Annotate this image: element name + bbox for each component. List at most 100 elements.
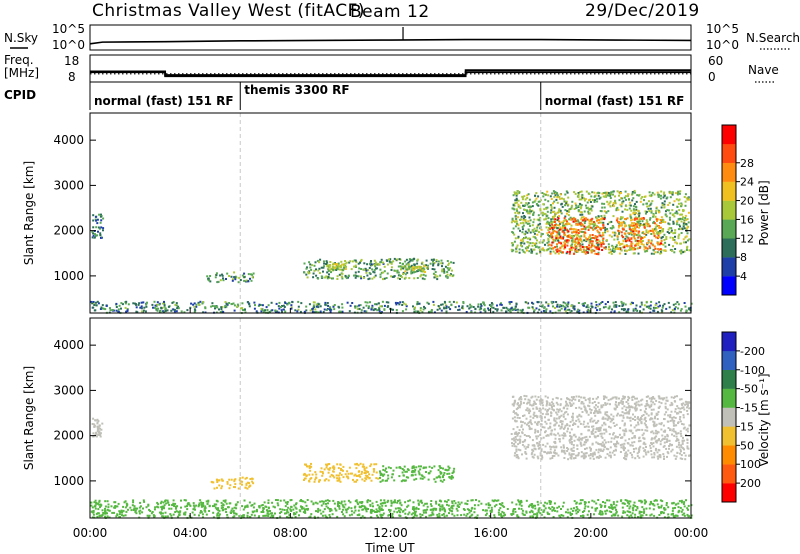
heatmap-cell xyxy=(644,222,647,225)
heatmap-cell xyxy=(634,229,637,232)
heatmap-cell xyxy=(314,478,317,481)
heatmap-cell xyxy=(632,308,635,311)
heatmap-cell xyxy=(537,510,540,513)
heatmap-cell xyxy=(538,200,541,203)
heatmap-cell xyxy=(124,514,127,517)
heatmap-cell xyxy=(113,511,115,514)
heatmap-cell xyxy=(643,499,646,502)
heatmap-cell xyxy=(628,224,630,227)
heatmap-cell xyxy=(118,513,121,516)
heatmap-cell xyxy=(650,210,653,213)
heatmap-cell xyxy=(332,305,335,308)
heatmap-cell xyxy=(544,309,547,312)
heatmap-cell xyxy=(201,302,204,305)
heatmap-cell xyxy=(397,277,400,280)
heatmap-cell xyxy=(415,477,418,480)
heatmap-cell xyxy=(90,300,93,303)
heatmap-cell xyxy=(404,276,407,279)
heatmap-cell xyxy=(423,278,426,281)
power-heatmap xyxy=(90,189,693,314)
heatmap-cell xyxy=(683,227,686,230)
heatmap-cell xyxy=(490,305,492,308)
heatmap-cell xyxy=(146,514,149,517)
heatmap-cell xyxy=(208,279,211,282)
heatmap-cell xyxy=(324,301,327,304)
heatmap-cell xyxy=(444,265,447,268)
heatmap-cell xyxy=(122,514,125,517)
heatmap-cell xyxy=(107,503,110,506)
heatmap-cell xyxy=(564,209,567,212)
heatmap-cell xyxy=(586,251,589,254)
heatmap-cell xyxy=(282,308,285,311)
heatmap-cell xyxy=(466,513,469,515)
heatmap-cell xyxy=(211,302,214,305)
heatmap-cell xyxy=(328,265,331,268)
heatmap-cell xyxy=(557,309,560,312)
heatmap-cell xyxy=(688,307,691,310)
heatmap-cell xyxy=(479,306,482,309)
heatmap-cell xyxy=(437,263,440,266)
heatmap-cell xyxy=(338,265,341,268)
heatmap-cell xyxy=(186,505,188,508)
heatmap-cell xyxy=(363,465,365,468)
heatmap-cell xyxy=(542,504,545,507)
heatmap-cell xyxy=(372,468,375,471)
heatmap-cell xyxy=(586,238,589,241)
heatmap-cell xyxy=(614,248,617,250)
heatmap-cell xyxy=(233,486,235,488)
heatmap-cell xyxy=(220,478,223,481)
heatmap-cell xyxy=(315,303,318,306)
heatmap-cell xyxy=(626,514,629,517)
heatmap-cell xyxy=(335,263,338,266)
heatmap-cell xyxy=(643,199,645,202)
heatmap-cell xyxy=(116,513,119,516)
heatmap-cell xyxy=(422,273,425,276)
heatmap-cell xyxy=(236,501,239,504)
heatmap-cell xyxy=(219,274,222,277)
heatmap-cell xyxy=(359,304,362,307)
heatmap-cell xyxy=(492,310,495,313)
heatmap-cell xyxy=(584,455,587,458)
heatmap-cell xyxy=(671,509,674,512)
heatmap-cell xyxy=(316,259,319,262)
heatmap-cell xyxy=(336,477,339,480)
heatmap-cell xyxy=(602,306,605,309)
heatmap-cell xyxy=(686,507,689,510)
heatmap-cell xyxy=(659,456,662,459)
heatmap-cell xyxy=(400,267,403,270)
heatmap-cell xyxy=(98,500,101,503)
heatmap-cell xyxy=(473,511,476,514)
heatmap-cell xyxy=(653,234,656,237)
heatmap-cell xyxy=(451,513,454,516)
heatmap-cell xyxy=(560,202,563,205)
heatmap-cell xyxy=(525,301,528,304)
heatmap-cell xyxy=(404,303,407,306)
heatmap-cell xyxy=(622,236,625,238)
heatmap-cell xyxy=(597,221,600,224)
heatmap-cell xyxy=(416,266,419,269)
heatmap-cell xyxy=(101,304,104,307)
heatmap-cell xyxy=(523,514,526,516)
heatmap-cell xyxy=(333,476,336,479)
heatmap-cell xyxy=(520,215,523,218)
heatmap-cell xyxy=(233,304,236,307)
heatmap-cell xyxy=(404,479,407,482)
heatmap-cell xyxy=(547,217,550,220)
heatmap-cell xyxy=(529,515,532,518)
heatmap-cell xyxy=(589,454,592,457)
heatmap-cell xyxy=(299,505,302,508)
heatmap-cell xyxy=(327,479,330,482)
heatmap-cell xyxy=(652,230,654,233)
heatmap-cell xyxy=(536,233,539,236)
heatmap-cell xyxy=(366,476,369,479)
heatmap-cell xyxy=(526,197,529,199)
heatmap-cell xyxy=(548,221,551,224)
heatmap-cell xyxy=(102,512,105,514)
heatmap-cell xyxy=(202,516,204,519)
heatmap-cell xyxy=(546,210,549,213)
heatmap-cell xyxy=(286,510,289,513)
heatmap-cell xyxy=(492,306,495,309)
heatmap-cell xyxy=(580,211,583,214)
heatmap-cell xyxy=(560,307,563,310)
heatmap-cell xyxy=(589,240,592,243)
